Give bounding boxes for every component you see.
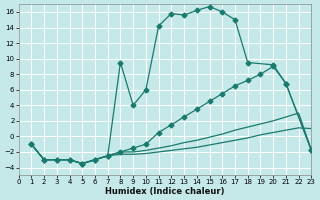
X-axis label: Humidex (Indice chaleur): Humidex (Indice chaleur) [105, 187, 225, 196]
